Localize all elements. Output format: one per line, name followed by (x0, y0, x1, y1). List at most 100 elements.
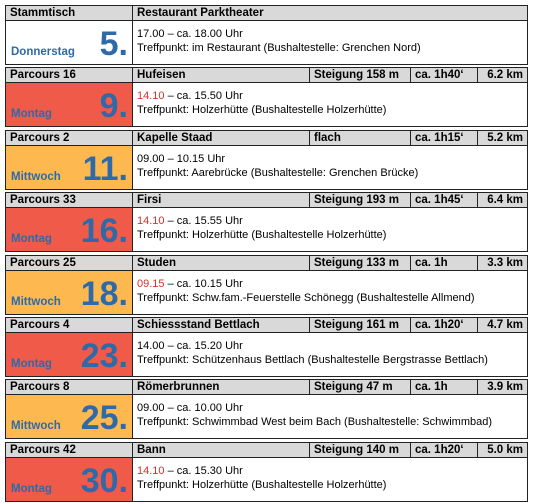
header-duration: ca. 1h (410, 379, 478, 396)
header-distance: 6.2 km (477, 67, 528, 84)
header-parcours: Stammtisch (5, 5, 133, 21)
header-duration: ca. 1h45‘ (410, 192, 478, 209)
date-cell: Donnerstag 5. (5, 21, 133, 65)
header-route: Römerbrunnen (132, 379, 310, 396)
header-steigung: Steigung 140 m (309, 441, 411, 458)
time-start: 09.00 (137, 152, 165, 165)
weekday: Donnerstag (11, 46, 75, 58)
header-steigung: Steigung 47 m (309, 379, 411, 396)
date-cell: Mittwoch 25. (5, 395, 133, 440)
time-start: 17.00 (137, 28, 165, 40)
time-line: 09.00 – 10.15 Uhr (137, 152, 527, 166)
details-cell: 17.00 – ca. 18.00 Uhr Treffpunkt: im Rest… (133, 21, 528, 65)
schedule-block: Stammtisch Restaurant Parktheater Donnerst… (5, 5, 528, 65)
time-line: 14.10 – ca. 15.55 Uhr (137, 214, 527, 228)
time-line: 17.00 – ca. 18.00 Uhr (137, 27, 527, 41)
time-end: – ca. 15.55 Uhr (164, 215, 243, 228)
day-number: 30. (80, 461, 128, 500)
time-start: 14.10 (137, 215, 165, 228)
time-end: – ca. 10.00 Uhr (164, 402, 243, 415)
weekday: Mittwoch (11, 295, 61, 308)
time-start: 09.00 (137, 402, 165, 415)
meeting-point: Treffpunkt: im Restaurant (Bushaltestell… (137, 42, 421, 54)
date-cell: Montag 16. (5, 208, 133, 253)
weekday: Montag (11, 482, 52, 495)
header-distance: 3.3 km (477, 254, 528, 271)
header-duration: ca. 1h (410, 254, 478, 271)
header-duration: ca. 1h40‘ (410, 67, 478, 84)
header-parcours: Parcours 33 (5, 192, 133, 209)
header-route: Firsi (132, 192, 310, 209)
schedule-block: Parcours 8 Römerbrunnen Steigung 47 m ca. 1… (5, 379, 528, 440)
weekday: Mittwoch (11, 170, 61, 183)
header-parcours: Parcours 42 (5, 441, 133, 458)
time-end: – ca. 15.50 Uhr (164, 90, 243, 103)
details-cell: 14.10 – ca. 15.55 Uhr Treffpunkt: Holzerh… (133, 208, 528, 253)
header-route: Schiessstand Bettlach (132, 317, 310, 333)
header-route: Restaurant Parktheater (132, 5, 528, 21)
header-parcours: Parcours 2 (5, 129, 133, 146)
time-end: – ca. 10.15 Uhr (164, 277, 243, 290)
schedule-block: Parcours 4 Schiessstand Bettlach Steigung … (5, 317, 528, 377)
schedule-block: Parcours 42 Bann Steigung 140 m ca. 1h20‘ 5.… (5, 441, 528, 502)
date-cell: Mittwoch 11. (5, 145, 133, 190)
details-cell: 14.10 – ca. 15.50 Uhr Treffpunkt: Holzerh… (133, 83, 528, 128)
time-line: 14.00 – ca. 15.20 Uhr (137, 339, 527, 353)
details-cell: 09.00 – ca. 10.00 Uhr Treffpunkt: Schwimm… (133, 395, 528, 440)
meeting-point: Treffpunkt: Holzerhütte (Bushaltestelle … (137, 104, 387, 117)
schedule-block: Parcours 25 Studen Steigung 133 m ca. 1h 3.3… (5, 254, 528, 315)
weekday: Montag (11, 358, 52, 370)
header-route: Hufeisen (132, 67, 310, 84)
time-end: – 10.15 Uhr (164, 152, 226, 165)
date-cell: Montag 9. (5, 83, 133, 128)
day-number: 25. (80, 399, 128, 438)
header-steigung: Steigung 161 m (309, 317, 411, 333)
time-line: 09.00 – ca. 10.00 Uhr (137, 401, 527, 415)
header-steigung: Steigung 158 m (309, 67, 411, 84)
time-start: 14.00 (137, 340, 165, 352)
header-steigung: Steigung 193 m (309, 192, 411, 209)
day-number: 23. (80, 337, 128, 375)
header-steigung: flach (309, 129, 411, 146)
time-start: 14.10 (137, 464, 165, 477)
meeting-point: Treffpunkt: Aarebrücke (Bushaltestelle: … (137, 166, 419, 179)
day-number: 11. (82, 149, 128, 188)
header-distance: 5.0 km (477, 441, 528, 458)
day-number: 9. (99, 87, 128, 126)
time-start: 09.15 (137, 277, 165, 290)
meeting-point: Treffpunkt: Schwimmbad West beim Bach (B… (137, 416, 492, 429)
details-cell: 14.10 – ca. 15.30 Uhr Treffpunkt: Holzerh… (133, 457, 528, 502)
day-number: 16. (80, 212, 128, 251)
time-end: – ca. 15.30 Uhr (164, 464, 243, 477)
header-steigung: Steigung 133 m (309, 254, 411, 271)
time-line: 09.15 – ca. 10.15 Uhr (137, 277, 527, 291)
schedule-block: Parcours 2 Kapelle Staad flach ca. 1h15‘ 5.2… (5, 129, 528, 190)
header-route: Kapelle Staad (132, 129, 310, 146)
meeting-point: Treffpunkt: Holzerhütte (Bushaltestelle … (137, 229, 387, 242)
weekday: Mittwoch (11, 420, 61, 433)
date-cell: Montag 30. (5, 457, 133, 502)
day-number: 18. (80, 274, 128, 313)
header-distance: 5.2 km (477, 129, 528, 146)
time-end: – ca. 15.20 Uhr (164, 340, 243, 352)
header-parcours: Parcours 4 (5, 317, 133, 333)
details-cell: 14.00 – ca. 15.20 Uhr Treffpunkt: Schütze… (133, 333, 528, 377)
schedule-block: Parcours 16 Hufeisen Steigung 158 m ca. 1h4… (5, 67, 528, 128)
header-duration: ca. 1h20‘ (410, 441, 478, 458)
time-end: – ca. 18.00 Uhr (164, 28, 243, 40)
details-cell: 09.15 – ca. 10.15 Uhr Treffpunkt: Schw.fa… (133, 270, 528, 315)
details-cell: 09.00 – 10.15 Uhr Treffpunkt: Aarebrücke … (133, 145, 528, 190)
weekday: Montag (11, 233, 52, 246)
weekday: Montag (11, 108, 52, 121)
day-number: 5. (99, 25, 128, 63)
header-duration: ca. 1h20‘ (410, 317, 478, 333)
time-start: 14.10 (137, 90, 165, 103)
header-route: Studen (132, 254, 310, 271)
header-parcours: Parcours 16 (5, 67, 133, 84)
meeting-point: Treffpunkt: Holzerhütte (Bushaltestelle … (137, 478, 387, 491)
meeting-point: Treffpunkt: Schw.fam.-Feuerstelle Schöne… (137, 291, 475, 304)
schedule-block: Parcours 33 Firsi Steigung 193 m ca. 1h45‘ 6… (5, 192, 528, 253)
header-distance: 4.7 km (477, 317, 528, 333)
header-parcours: Parcours 25 (5, 254, 133, 271)
